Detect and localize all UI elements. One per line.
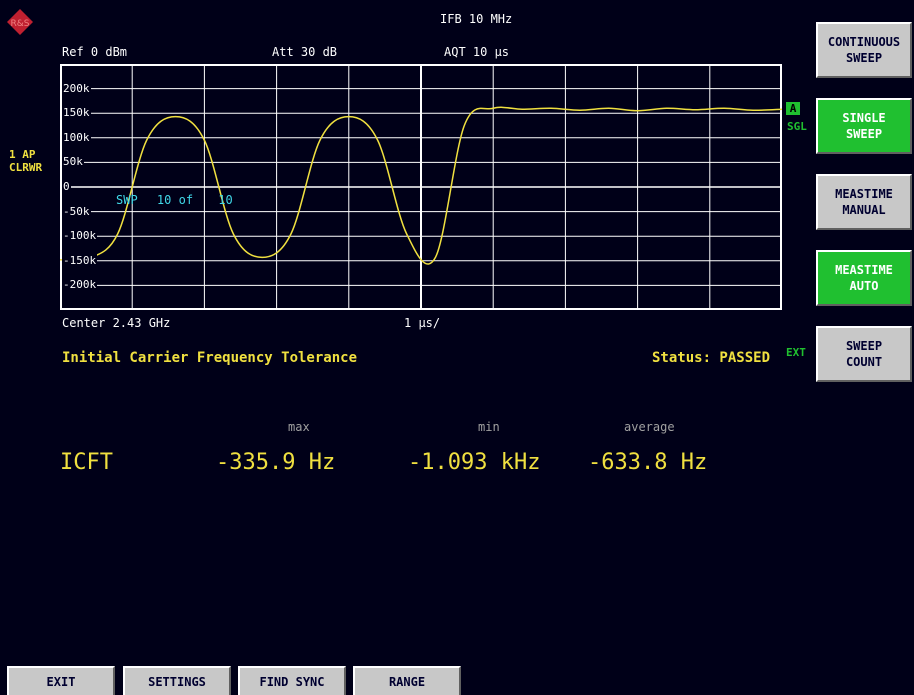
softkey-line1: SINGLE — [842, 111, 886, 125]
trace-mode-line1: 1 AP — [9, 148, 36, 161]
ifb-readout: IFB 10 MHz — [440, 12, 513, 26]
min-column-label: min — [478, 420, 500, 434]
trace-a-badge: A — [786, 102, 800, 115]
softkey-line1: CONTINUOUS — [827, 35, 901, 49]
meastime-auto-button[interactable]: MEASTIME AUTO — [816, 250, 912, 306]
softkey-line1: MEASTIME — [835, 263, 893, 277]
status-passed: Status: PASSED — [652, 350, 771, 366]
rs-logo-icon: R&S — [6, 8, 34, 36]
settings-hotkey[interactable]: SETTINGS — [123, 666, 231, 695]
sweep-counter-current: 10 of — [156, 193, 194, 207]
single-sweep-badge: SGL — [787, 120, 807, 133]
y-tick-label: -100k — [62, 229, 98, 243]
time-per-div-label: 1 µs/ — [404, 316, 441, 330]
trace-info: 1 AP CLRWR — [9, 148, 42, 174]
trace-line — [60, 106, 782, 265]
softkey-line2: SWEEP — [845, 51, 883, 65]
icft-min-value: -1.093 kHz — [408, 450, 541, 475]
icft-average-value: -633.8 Hz — [588, 450, 708, 475]
svg-text:R&S: R&S — [11, 19, 30, 29]
range-hotkey[interactable]: RANGE — [353, 666, 461, 695]
softkey-line2: SWEEP — [845, 127, 883, 141]
y-tick-label: 100k — [62, 130, 91, 144]
attenuation-readout: Att 30 dB — [272, 45, 338, 59]
aqt-readout: AQT 10 µs — [444, 45, 510, 59]
meastime-manual-button[interactable]: MEASTIME MANUAL — [816, 174, 912, 230]
y-tick-label: -200k — [62, 278, 98, 292]
ref-level-readout: Ref 0 dBm — [62, 45, 128, 59]
center-frequency-label: Center 2.43 GHz — [62, 316, 171, 330]
softkey-line2: COUNT — [845, 355, 883, 369]
y-tick-label: 0 — [62, 180, 71, 193]
softkey-line2: AUTO — [849, 279, 879, 293]
y-tick-label: 150k — [62, 106, 91, 120]
average-column-label: average — [624, 420, 675, 434]
trace-mode-line2: CLRWR — [9, 161, 43, 174]
continuous-sweep-button[interactable]: CONTINUOUS SWEEP — [816, 22, 912, 78]
single-sweep-button[interactable]: SINGLE SWEEP — [816, 98, 912, 154]
y-tick-label: -150k — [62, 253, 98, 267]
icft-max-value: -335.9 Hz — [216, 450, 336, 475]
measurement-title: Initial Carrier Frequency Tolerance — [62, 350, 358, 366]
softkey-line1: MEASTIME — [835, 187, 893, 201]
icft-label: ICFT — [60, 450, 113, 475]
ext-badge: EXT — [786, 346, 806, 359]
y-tick-label: 50k — [62, 155, 84, 169]
max-column-label: max — [288, 420, 310, 434]
sweep-counter-label: SWP — [116, 193, 138, 207]
sweep-counter: SWP 10 of 10 — [116, 193, 233, 207]
exit-hotkey[interactable]: EXIT — [7, 666, 115, 695]
sweep-count-button[interactable]: SWEEP COUNT — [816, 326, 912, 382]
trace-diagram — [60, 64, 782, 310]
softkey-line1: SWEEP — [845, 339, 883, 353]
find-sync-hotkey[interactable]: FIND SYNC — [238, 666, 346, 695]
softkey-line2: MANUAL — [842, 203, 886, 217]
y-tick-label: 200k — [62, 81, 91, 95]
sweep-counter-total: 10 — [218, 193, 233, 207]
y-tick-label: -50k — [62, 204, 91, 218]
